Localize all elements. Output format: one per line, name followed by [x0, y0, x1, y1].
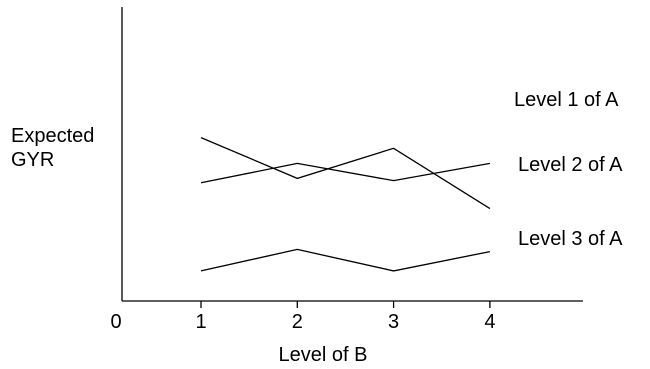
y-axis-label-line2: GYR [11, 149, 54, 171]
series-lines [200, 137, 491, 272]
x-axis-label: Level of B [279, 344, 368, 366]
x-tick-labels: 1 2 3 4 [195, 311, 495, 333]
series-label-level-1-of-a: Level 1 of A [514, 89, 619, 111]
series-labels: Level 1 of A Level 2 of A Level 3 of A [514, 89, 623, 250]
x-tick-label: 1 [195, 311, 206, 333]
series-line-level-2-of-a [200, 137, 491, 210]
series-line-level-1-of-a [200, 162, 491, 184]
x-tick-label: 3 [388, 311, 399, 333]
series-label-level-3-of-a: Level 3 of A [518, 228, 623, 250]
axes [121, 7, 583, 308]
x-tick-label: 2 [292, 311, 303, 333]
series-line-level-3-of-a [200, 248, 491, 272]
origin-label: 0 [110, 311, 121, 333]
series-label-level-2-of-a: Level 2 of A [518, 154, 623, 176]
x-tick-label: 4 [484, 311, 495, 333]
y-axis-label-line1: Expected [11, 125, 94, 147]
